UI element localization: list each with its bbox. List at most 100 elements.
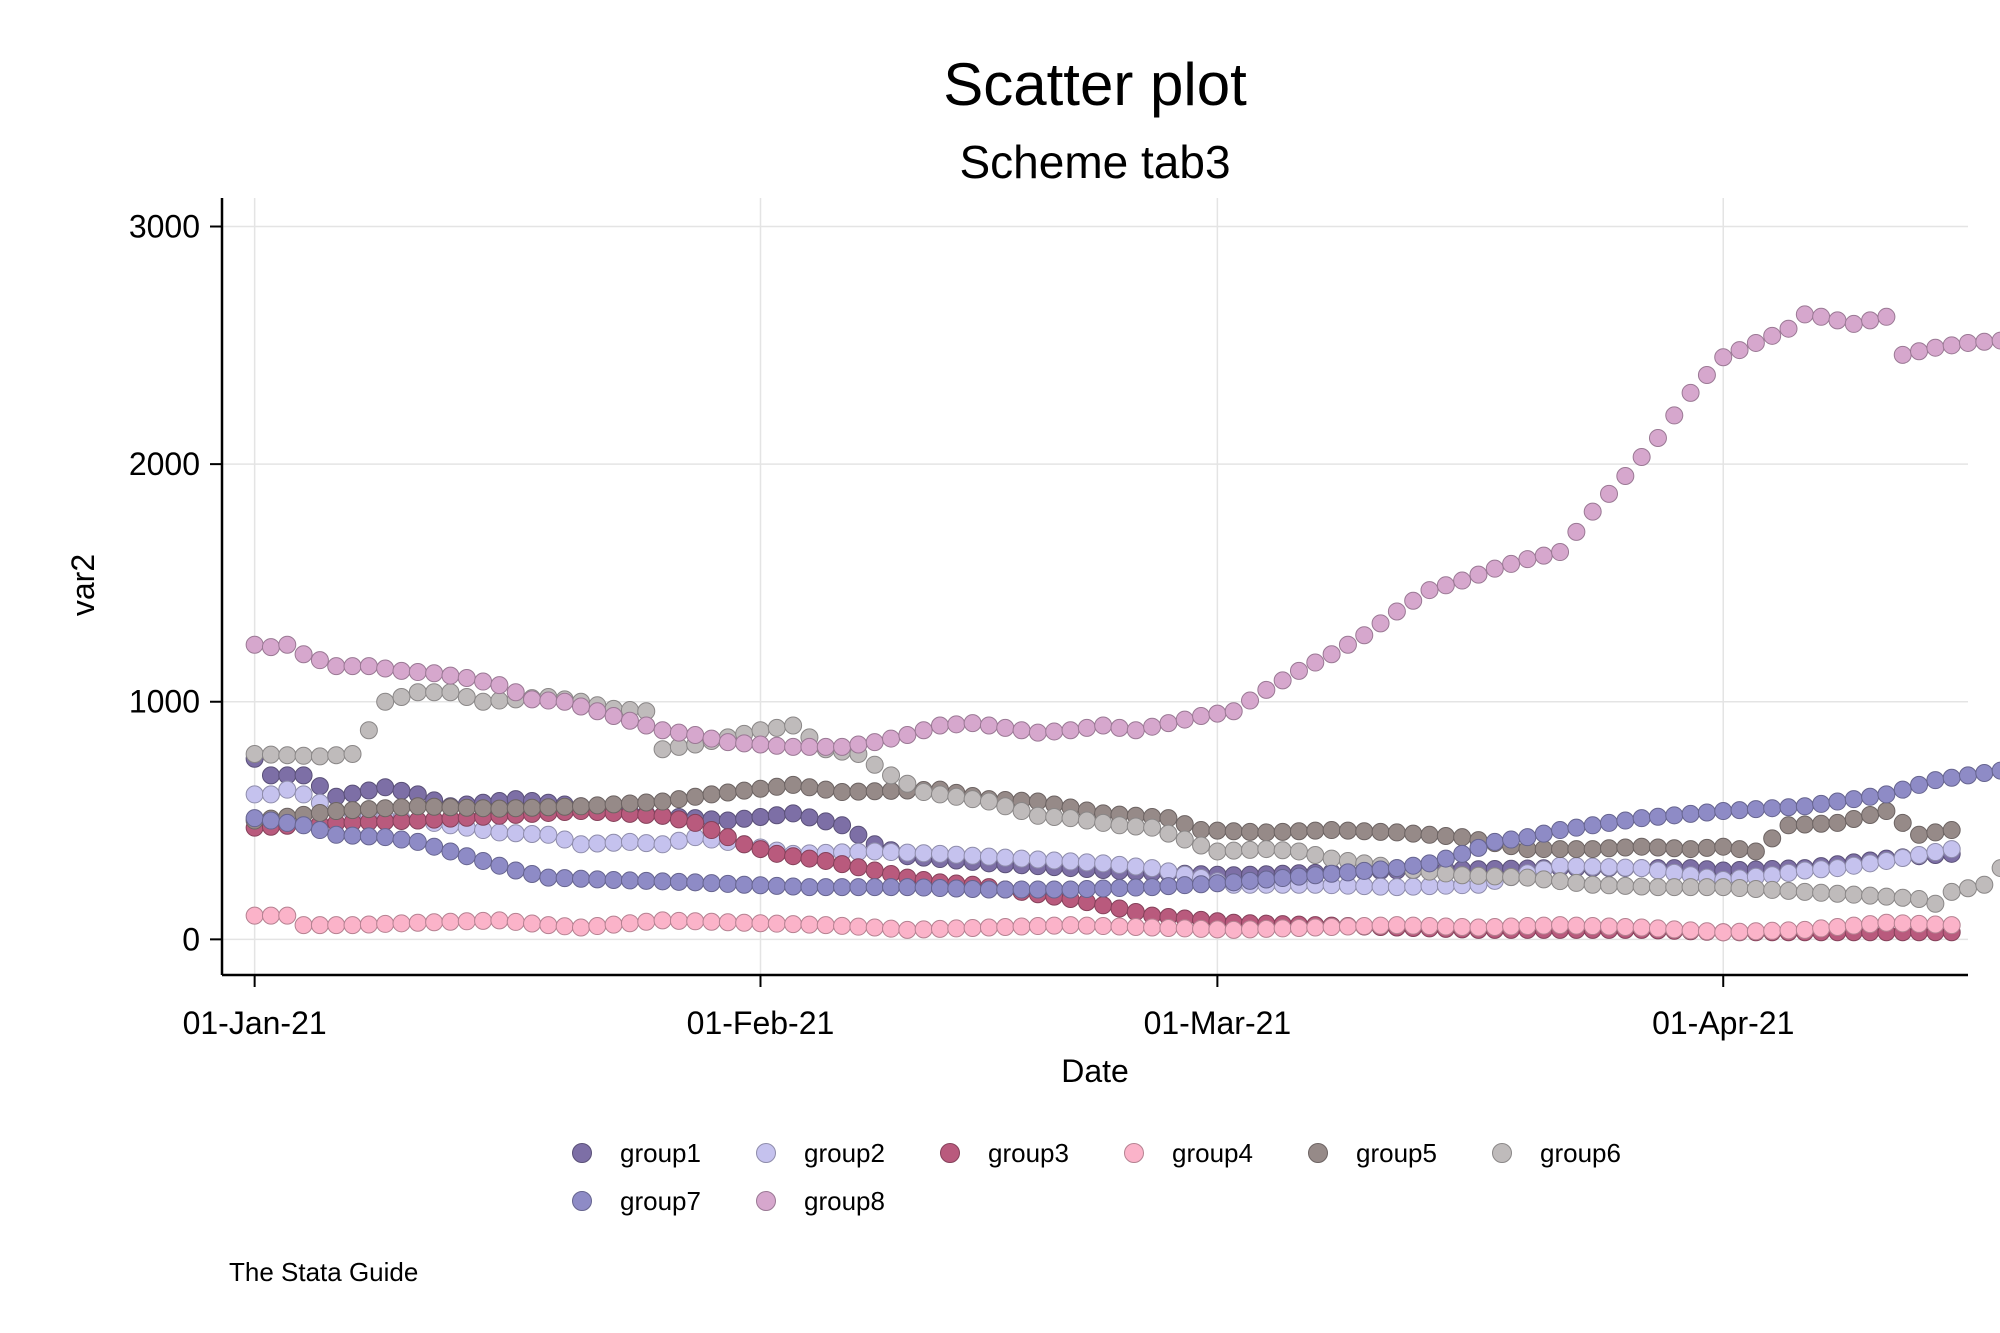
group6-point (1746, 879, 1765, 898)
group7-point (1306, 866, 1325, 885)
y-tick-label: 0 (182, 921, 200, 957)
group2-point (637, 834, 656, 853)
group2-point (1844, 856, 1863, 875)
group4-point (669, 911, 688, 930)
group8-point (1387, 602, 1406, 621)
group7-point (1942, 768, 1961, 787)
group7-point (1714, 802, 1733, 821)
group7-point (588, 870, 607, 889)
group7-legend-marker (572, 1191, 592, 1211)
group2-point (947, 845, 966, 864)
group6-point (653, 740, 672, 759)
group7-point (1192, 875, 1211, 894)
group2-point (1877, 851, 1896, 870)
group1-point (751, 807, 770, 826)
group4-point (555, 917, 574, 936)
group6-point (1159, 824, 1178, 843)
group7-point (1453, 844, 1472, 863)
group8-point (1600, 484, 1619, 503)
group8-point (1893, 345, 1912, 364)
group4-point (457, 912, 476, 931)
group5-point (1616, 838, 1635, 857)
group2-point (278, 780, 297, 799)
group4-point (1893, 914, 1912, 933)
group4-point (1371, 916, 1390, 935)
group6-point (1861, 886, 1880, 905)
group6-point (1959, 879, 1977, 898)
group4-point (1322, 918, 1341, 937)
group7-point (1697, 803, 1716, 822)
group4-point (294, 916, 313, 935)
group4-point (833, 916, 852, 935)
group2-point (1828, 859, 1847, 878)
group8-point (1665, 406, 1684, 425)
group8-point (359, 657, 378, 676)
group2-point (1893, 848, 1912, 867)
group6-point (1975, 875, 1994, 894)
group8-point (1371, 614, 1390, 633)
group6-point (1257, 840, 1276, 859)
group5-point (751, 779, 770, 798)
group5-point (1404, 824, 1423, 843)
group7-point (963, 879, 982, 898)
group2-point (523, 825, 542, 844)
group5-point (1436, 826, 1455, 845)
group7-point (637, 871, 656, 890)
group8-point (376, 659, 395, 678)
group8-point (343, 657, 362, 676)
group5-point (1534, 840, 1553, 859)
group8-legend-label: group8 (804, 1186, 885, 1216)
group8-point (1289, 661, 1308, 680)
group4-point (1926, 915, 1945, 934)
group8-point (1746, 333, 1765, 352)
group4-point (1534, 916, 1553, 935)
group4-point (1730, 922, 1749, 941)
y-tick-label: 2000 (129, 446, 200, 482)
group3-point (1126, 903, 1145, 922)
group4-point (914, 920, 933, 939)
group7-point (751, 876, 770, 895)
group5-point (1942, 821, 1961, 840)
group5-point (686, 787, 705, 806)
group2-point (1910, 846, 1929, 865)
group5-point (620, 794, 639, 813)
group2-point (1567, 857, 1586, 876)
group6-point (1453, 866, 1472, 885)
group8-point (620, 711, 639, 730)
group5-point (1861, 806, 1880, 825)
group5-point (425, 797, 444, 816)
group4-point (1257, 919, 1276, 938)
group4-point (1861, 915, 1880, 934)
group3-point (735, 835, 754, 854)
group7-point (1061, 880, 1080, 899)
group6-point (1175, 830, 1194, 849)
group7-point (343, 826, 362, 845)
group5-point (1844, 809, 1863, 828)
group8-point (1779, 319, 1798, 338)
group7-point (1861, 787, 1880, 806)
group5-point (1273, 822, 1292, 841)
group4-point (392, 914, 411, 933)
group7-point (702, 874, 721, 893)
group6-point (1665, 878, 1684, 897)
group7-point (1648, 807, 1667, 826)
group4-point (1616, 918, 1635, 937)
group2-point (261, 785, 280, 804)
group2-point (1926, 843, 1945, 862)
group7-point (1143, 878, 1162, 897)
group7-point (261, 811, 280, 830)
group7-point (1763, 799, 1782, 818)
group6-point (441, 683, 460, 702)
group7-point (359, 827, 378, 846)
group2-point (1779, 863, 1798, 882)
group7-point (1273, 869, 1292, 888)
group6-point (490, 691, 509, 710)
group4-point (359, 915, 378, 934)
group4-point (1877, 913, 1896, 932)
group4-point (1387, 916, 1406, 935)
group5-point (310, 803, 329, 822)
group6-point (1518, 868, 1537, 887)
group1-point (376, 778, 395, 797)
group7-point (784, 877, 803, 896)
